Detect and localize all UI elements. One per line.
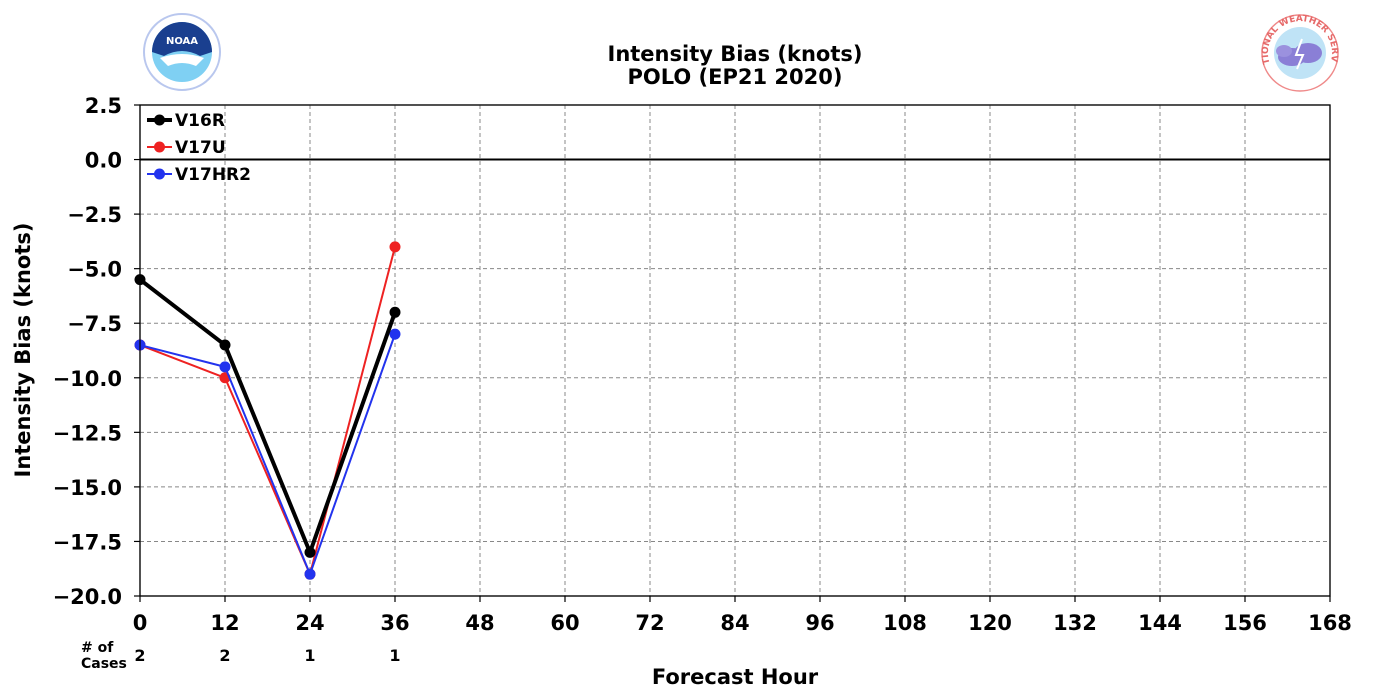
x-axis: 0 12 24 36 48 60 72 84 96 108 120 132 144 156 168 [133,596,1352,635]
legend-marker [154,168,165,180]
legend-label: V16R [175,111,225,131]
y-tick-label: −7.5 [67,312,122,336]
data-point [389,328,401,340]
x-tick-label: 84 [720,611,749,635]
cases-label-line1: # of [81,640,114,656]
grid [140,105,1330,596]
data-point [389,241,401,253]
x-axis-label: Forecast Hour [652,665,819,689]
legend-label: V17U [175,138,226,158]
case-count: 1 [389,646,400,665]
x-tick-label: 72 [635,611,664,635]
cases-label-line2: Cases [81,656,127,672]
x-tick-label: 108 [883,611,927,635]
legend-marker [154,114,165,126]
x-tick-label: 132 [1053,611,1097,635]
series-v16r [134,274,401,558]
y-tick-label: −10.0 [53,367,122,391]
legend-item-v17u: V17U [147,138,226,158]
chart-title: Intensity Bias (knots) [608,42,863,66]
y-tick-label: 2.5 [85,94,122,118]
cases-row: 2 2 1 1 [134,646,400,665]
x-tick-label: 48 [465,611,494,635]
x-tick-label: 24 [295,611,324,635]
data-point [304,546,316,558]
case-count: 2 [134,646,145,665]
legend: V16R V17U V17HR2 [147,111,251,185]
x-tick-label: 36 [380,611,409,635]
chart-subtitle: POLO (EP21 2020) [628,65,843,89]
y-tick-label: −17.5 [53,530,122,554]
legend-item-v16r: V16R [147,111,225,131]
y-tick-label: −12.5 [53,421,122,445]
x-tick-label: 12 [210,611,239,635]
noaa-logo: NOAA [143,13,221,91]
x-tick-label: 0 [133,611,148,635]
nws-logo: NATIONAL WEATHER SERVICE [1261,14,1339,92]
y-tick-label: −2.5 [67,203,122,227]
y-tick-label: −15.0 [53,476,122,500]
series-line [138,277,397,555]
x-tick-label: 96 [805,611,834,635]
data-point [219,361,231,373]
x-tick-label: 120 [968,611,1012,635]
legend-item-v17hr2: V17HR2 [147,165,251,185]
case-count: 1 [304,646,315,665]
y-axis-label: Intensity Bias (knots) [11,223,35,478]
data-point [389,306,401,318]
x-tick-label: 60 [550,611,579,635]
svg-text:NOAA: NOAA [166,36,198,47]
x-tick-label: 144 [1138,611,1182,635]
series-v17hr2 [134,328,401,580]
series-line [139,246,396,576]
x-tick-label: 168 [1308,611,1352,635]
legend-marker [154,141,165,153]
y-tick-label: 0.0 [85,149,122,173]
legend-label: V17HR2 [175,165,251,185]
x-tick-label: 156 [1223,611,1267,635]
data-point [304,568,316,580]
series-layer [134,241,401,580]
y-axis: 2.5 0.0 −2.5 −5.0 −7.5 −10.0 −12.5 −15.0 −17.5 −2… [53,94,140,609]
data-point [219,339,231,351]
y-tick-label: −5.0 [67,258,122,282]
series-line [139,333,396,576]
y-tick-label: −20.0 [53,585,122,609]
case-count: 2 [219,646,230,665]
